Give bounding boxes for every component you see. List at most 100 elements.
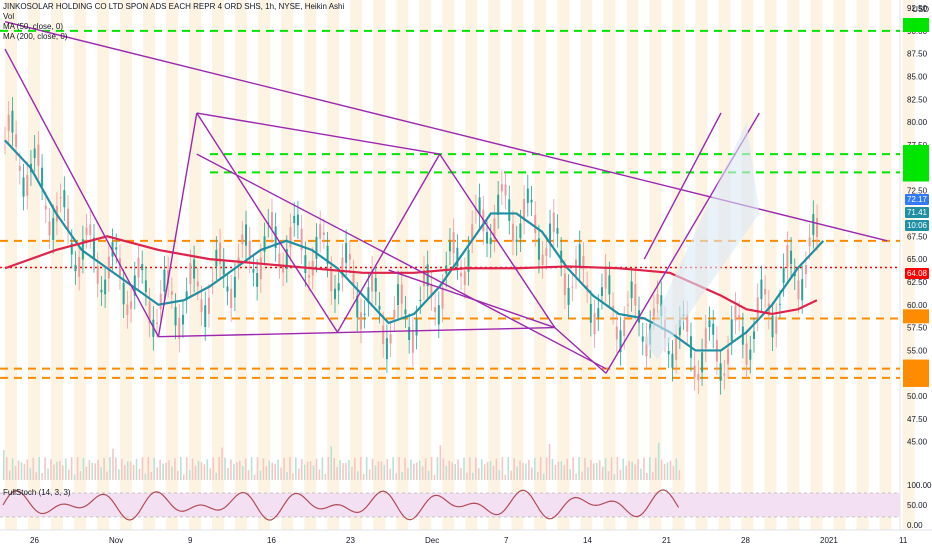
candle-body xyxy=(652,308,655,317)
candle-body xyxy=(619,330,622,353)
candle-body xyxy=(148,301,151,324)
volume-bar xyxy=(663,463,666,480)
volume-bar xyxy=(631,461,633,480)
candle-body xyxy=(723,373,726,376)
time-tick-label: 9 xyxy=(188,536,193,545)
session-band xyxy=(626,0,639,530)
volume-bar xyxy=(53,464,55,480)
candle-body xyxy=(241,234,244,245)
volume-bar xyxy=(206,459,209,480)
time-tick-label: 26 xyxy=(30,536,39,545)
candle-body xyxy=(304,255,307,273)
volume-bar xyxy=(418,460,421,480)
volume-bar xyxy=(191,458,194,480)
candle-body xyxy=(411,330,414,353)
volume-bar xyxy=(495,458,498,480)
candle-body xyxy=(686,314,689,332)
candle-body xyxy=(549,223,552,244)
volume-bar xyxy=(480,459,483,480)
volume-bar xyxy=(477,468,480,480)
volume-bar xyxy=(504,474,507,480)
volume-bar xyxy=(109,457,111,480)
volume-bar xyxy=(318,469,321,480)
volume-bar xyxy=(256,457,259,480)
session-band xyxy=(833,0,846,530)
session-band xyxy=(856,0,869,530)
session-band xyxy=(350,0,363,530)
time-tick-label: 21 xyxy=(662,536,671,545)
candle-body xyxy=(511,223,514,242)
volume-bar xyxy=(153,457,156,480)
volume-bar xyxy=(386,459,389,480)
ma200-value-badge: 64.08 xyxy=(904,268,929,279)
volume-bar xyxy=(454,464,456,480)
volume-bar xyxy=(268,460,271,480)
candle-body xyxy=(504,184,507,196)
volume-bar xyxy=(123,465,126,480)
candle-body xyxy=(78,257,81,277)
volume-bar xyxy=(595,462,598,480)
volume-bar xyxy=(197,460,200,480)
volume-bar xyxy=(8,470,11,480)
candle-body xyxy=(519,223,522,239)
volume-bar xyxy=(82,458,85,480)
volume-bar xyxy=(212,457,215,480)
trendline xyxy=(643,112,722,260)
volume-bar xyxy=(26,459,29,480)
candle-body xyxy=(308,275,311,278)
volume-bar xyxy=(433,474,436,480)
volume-bar xyxy=(253,474,256,480)
volume-bar xyxy=(357,471,359,480)
candle-body xyxy=(560,250,563,263)
candle-body xyxy=(181,314,184,325)
candle-body xyxy=(178,317,181,339)
trendline xyxy=(158,326,555,338)
candle-body xyxy=(764,288,767,295)
trendline xyxy=(196,112,440,155)
volume-bar xyxy=(678,470,681,480)
candle-body xyxy=(371,269,374,292)
volume-bar xyxy=(194,465,197,480)
candle-body xyxy=(808,237,811,247)
candle-body xyxy=(486,232,489,244)
candle-body xyxy=(701,352,704,373)
volume-bar xyxy=(616,457,619,480)
volume-bar xyxy=(327,457,330,480)
candle-body xyxy=(226,286,229,292)
price-tick-label: 55.00 xyxy=(907,346,928,355)
candle-body xyxy=(582,255,585,270)
volume-bar xyxy=(280,467,282,480)
candle-body xyxy=(44,205,47,210)
candle-body xyxy=(330,269,333,292)
candle-body xyxy=(322,232,325,235)
price-tick-label: 60.00 xyxy=(907,301,928,310)
volume-bar xyxy=(359,457,362,480)
candle-body xyxy=(556,228,559,234)
candle-body xyxy=(296,214,299,226)
volume-bar xyxy=(348,460,350,480)
volume-bar xyxy=(362,474,365,480)
volume-bar xyxy=(492,465,495,480)
session-band xyxy=(580,0,593,530)
oscillator-title[interactable]: FullStoch (14, 3, 3) xyxy=(3,488,71,497)
volume-bar xyxy=(652,472,654,480)
volume-bar xyxy=(79,471,82,480)
volume-bar xyxy=(147,457,150,480)
candle-body xyxy=(22,177,25,197)
volume-bar xyxy=(598,460,601,480)
volume-bar xyxy=(675,458,678,480)
trendline xyxy=(4,48,160,338)
time-tick-label: 16 xyxy=(267,536,276,545)
candle-body xyxy=(422,269,425,287)
volume-bar xyxy=(380,461,383,480)
candle-body xyxy=(641,336,644,342)
candle-body xyxy=(293,215,296,223)
volume-bar xyxy=(277,459,279,480)
candle-body xyxy=(437,305,440,325)
volume-bar xyxy=(507,457,510,480)
time-tick-label: 2021 xyxy=(820,536,838,545)
volume-bar xyxy=(469,457,471,480)
volume-bar xyxy=(303,464,306,480)
